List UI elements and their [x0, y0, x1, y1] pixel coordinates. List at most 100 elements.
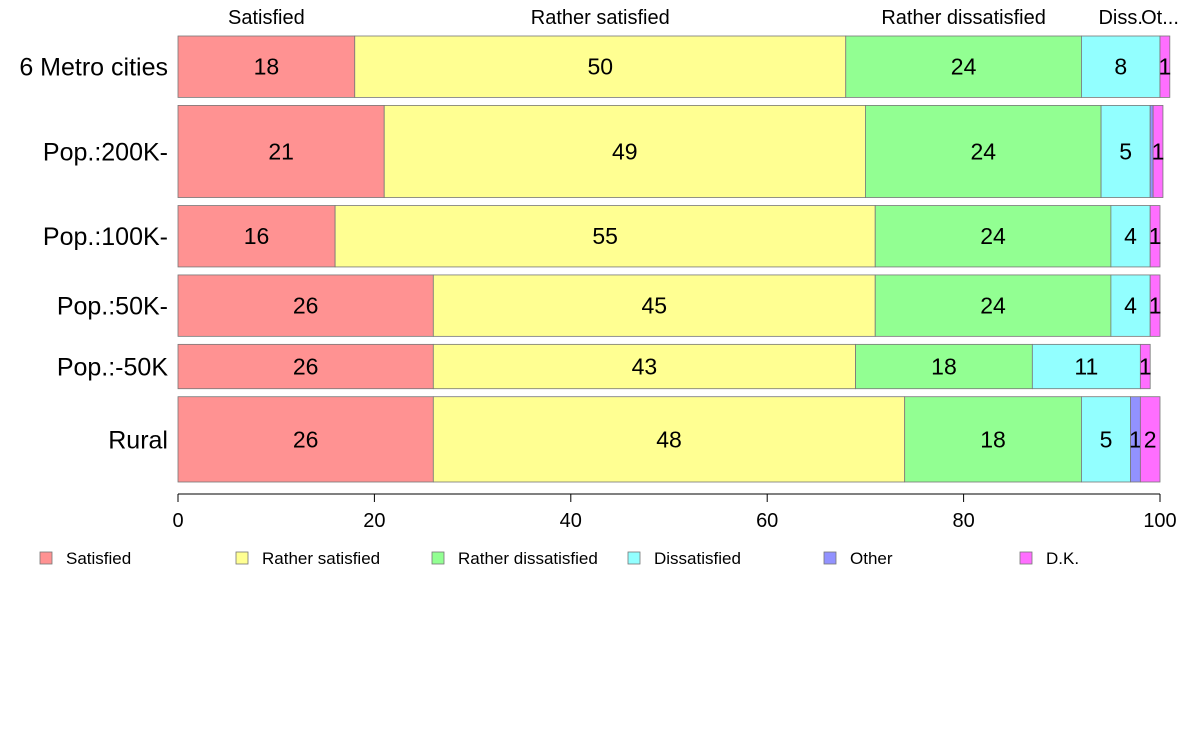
bar-segment-rather-dissatisfied	[855, 343, 1033, 390]
category-label: 6 Metro cities	[19, 54, 168, 82]
data-label: 18	[931, 354, 957, 380]
legend-label: Satisfied	[66, 549, 131, 568]
legend-item-other: Other	[823, 549, 893, 568]
bar-segment-rather-dissatisfied	[845, 35, 1082, 98]
bar-segment-rather-satisfied	[432, 274, 876, 337]
top-label: Rather dissatisfied	[881, 7, 1046, 29]
category-label: Pop.:-50K	[57, 354, 169, 382]
y-axis-labels: 6 Metro cities Pop.:200K- Pop.:100K- Pop.:5…	[19, 54, 168, 455]
legend-item-satisfied: Satisfied	[39, 549, 131, 568]
data-label: 5	[1100, 426, 1113, 452]
bar-segment-dissatisfied	[1081, 396, 1131, 483]
x-tick-label: 40	[560, 510, 582, 532]
x-axis: 0 20 40 60 80 100	[172, 493, 1177, 532]
data-label: 2	[1144, 426, 1157, 452]
data-label: 26	[293, 354, 319, 380]
bar-segment-dissatisfied	[1110, 274, 1151, 337]
data-label: 26	[293, 426, 319, 452]
x-tick-label: 100	[1143, 510, 1176, 532]
category-label: Pop.:50K-	[57, 293, 168, 321]
top-labels: Satisfied Rather satisfied Rather dissatis…	[228, 7, 1179, 29]
top-label: Satisfied	[228, 7, 305, 29]
legend-swatch	[627, 551, 641, 565]
bar-segment-dissatisfied	[1100, 105, 1151, 198]
legend-swatch	[39, 551, 53, 565]
bar-row-pop-100k: 16 55 24 4 1	[177, 205, 1162, 268]
x-tick-label: 60	[756, 510, 778, 532]
bar-segment-satisfied	[177, 105, 385, 198]
bar-row-pop-50k: 26 45 24 4 1	[177, 274, 1162, 337]
legend-item-rather-satisfied: Rather satisfied	[235, 549, 380, 568]
top-label: Ot...	[1141, 7, 1179, 29]
bar-segment-rather-satisfied	[432, 396, 906, 483]
data-label: 24	[980, 293, 1006, 319]
data-label: 1	[1159, 54, 1172, 80]
data-label: 4	[1124, 223, 1137, 249]
bar-segment-satisfied	[177, 343, 434, 390]
data-label: 45	[641, 293, 667, 319]
bar-row-pop-50k: 26 43 18 11 1	[177, 343, 1152, 390]
bar-segment-d-k	[1152, 105, 1164, 198]
x-tick-label: 0	[172, 510, 183, 532]
category-label: Pop.:100K-	[43, 223, 168, 251]
bar-segment-rather-satisfied	[432, 343, 856, 390]
bar-segment-rather-dissatisfied	[904, 396, 1082, 483]
data-label: 24	[951, 54, 977, 80]
legend-item-dissatisfied: Dissatisfied	[627, 549, 741, 568]
data-label: 24	[970, 138, 996, 164]
data-label: 24	[980, 223, 1006, 249]
data-label: 1	[1139, 354, 1152, 380]
legend-label: D.K.	[1046, 549, 1079, 568]
bar-segment-d-k	[1139, 396, 1161, 483]
bar-segment-rather-satisfied	[383, 105, 866, 198]
legend-label: Rather satisfied	[262, 549, 380, 568]
bars: 18 50 24 8 121 49 24 5 116 55 24 4 126 45 24 4 126 43 18 11…	[177, 35, 1172, 483]
bar-segment-rather-dissatisfied	[865, 105, 1102, 198]
data-label: 43	[632, 354, 658, 380]
data-label: 8	[1114, 54, 1127, 80]
legend-label: Dissatisfied	[654, 549, 741, 568]
legend-item-d-k: D.K.	[1019, 549, 1079, 568]
bar-segment-rather-satisfied	[334, 205, 876, 268]
data-label: 16	[244, 223, 270, 249]
bar-segment-satisfied	[177, 35, 356, 98]
bar-segment-satisfied	[177, 274, 434, 337]
bar-row-6-metro-cities: 18 50 24 8 1	[177, 35, 1172, 98]
legend-swatch	[823, 551, 837, 565]
bar-row-rural: 26 48 18 5 1 2	[177, 396, 1161, 483]
legend: Satisfied Rather satisfied Rather dissatis…	[39, 549, 1079, 568]
data-label: 49	[612, 138, 638, 164]
data-label: 1	[1149, 293, 1162, 319]
x-tick-label: 20	[363, 510, 385, 532]
legend-label: Rather dissatisfied	[458, 549, 598, 568]
legend-item-rather-dissatisfied: Rather dissatisfied	[431, 549, 598, 568]
top-label: Diss.	[1098, 7, 1142, 29]
category-label: Pop.:200K-	[43, 138, 168, 166]
bar-segment-dissatisfied	[1031, 343, 1141, 390]
bar-segment-dissatisfied	[1081, 35, 1161, 98]
category-label: Rural	[108, 426, 168, 454]
bar-segment-satisfied	[177, 205, 336, 268]
data-label: 50	[587, 54, 613, 80]
bar-segment-d-k	[1149, 205, 1161, 268]
data-label: 4	[1124, 293, 1137, 319]
x-tick-label: 80	[952, 510, 974, 532]
data-label: 1	[1152, 138, 1165, 164]
legend-label: Other	[850, 549, 893, 568]
bar-segment-satisfied	[177, 396, 434, 483]
data-label: 11	[1074, 354, 1098, 380]
bar-segment-rather-dissatisfied	[874, 274, 1112, 337]
bar-segment-rather-satisfied	[354, 35, 847, 98]
data-label: 55	[592, 223, 618, 249]
data-label: 1	[1149, 223, 1162, 249]
top-label: Rather satisfied	[531, 7, 670, 29]
data-label: 5	[1119, 138, 1132, 164]
data-label: 21	[268, 138, 294, 164]
bar-segment-rather-dissatisfied	[874, 205, 1112, 268]
data-label: 48	[656, 426, 682, 452]
data-label: 1	[1129, 426, 1142, 452]
legend-swatch	[1019, 551, 1033, 565]
bar-segment-d-k	[1149, 274, 1161, 337]
legend-swatch	[235, 551, 249, 565]
